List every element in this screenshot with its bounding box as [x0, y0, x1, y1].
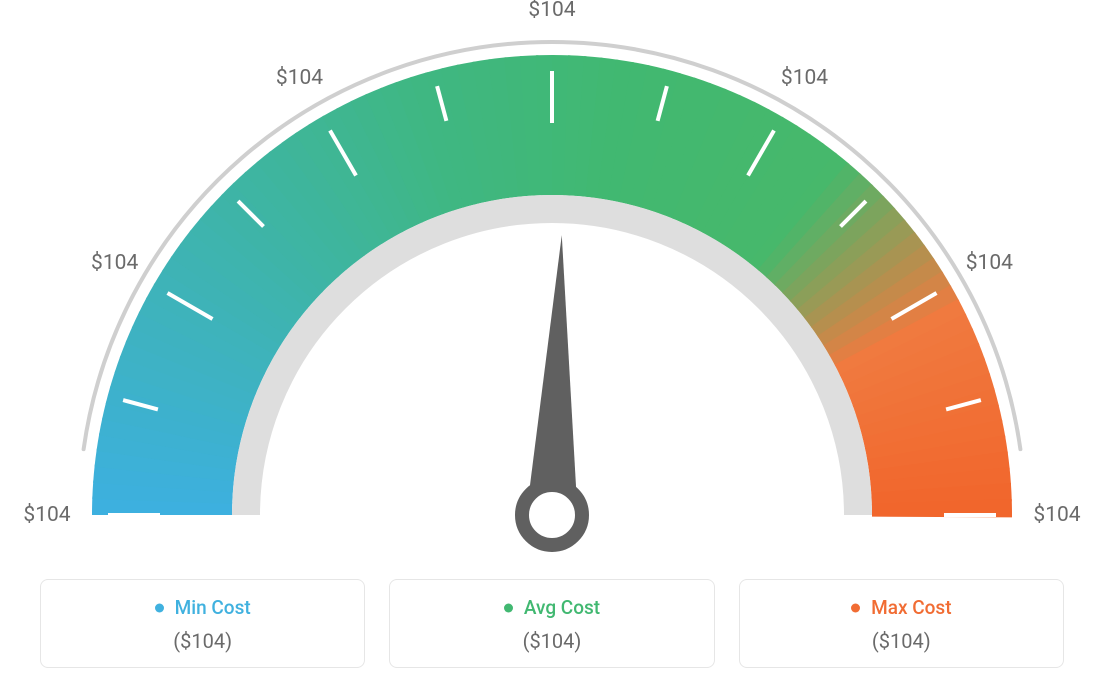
legend-row: Min Cost ($104) Avg Cost ($104) Max Cost… [40, 579, 1064, 668]
legend-value-avg: ($104) [400, 629, 703, 653]
legend-label-avg: Avg Cost [504, 596, 600, 619]
gauge-svg [0, 0, 1104, 560]
gauge-tick-label: $104 [23, 503, 70, 527]
gauge-chart-container: $104 $104 $104 $104 $104 $104 $104 Min Cost ($… [0, 0, 1104, 690]
gauge-tick-label: $104 [91, 251, 138, 275]
legend-card-max: Max Cost ($104) [739, 579, 1064, 668]
gauge-tick-label: $104 [781, 66, 828, 90]
gauge-area: $104 $104 $104 $104 $104 $104 $104 [0, 0, 1104, 560]
gauge-tick-label: $104 [528, 0, 575, 22]
legend-label-max: Max Cost [851, 596, 951, 619]
legend-value-min: ($104) [51, 629, 354, 653]
legend-card-avg: Avg Cost ($104) [389, 579, 714, 668]
gauge-needle-hub [522, 485, 582, 545]
gauge-tick-label: $104 [1033, 503, 1080, 527]
gauge-needle [526, 235, 578, 518]
legend-card-min: Min Cost ($104) [40, 579, 365, 668]
legend-label-min: Min Cost [155, 596, 251, 619]
gauge-tick-label: $104 [966, 251, 1013, 275]
gauge-tick-label: $104 [276, 66, 323, 90]
legend-value-max: ($104) [750, 629, 1053, 653]
